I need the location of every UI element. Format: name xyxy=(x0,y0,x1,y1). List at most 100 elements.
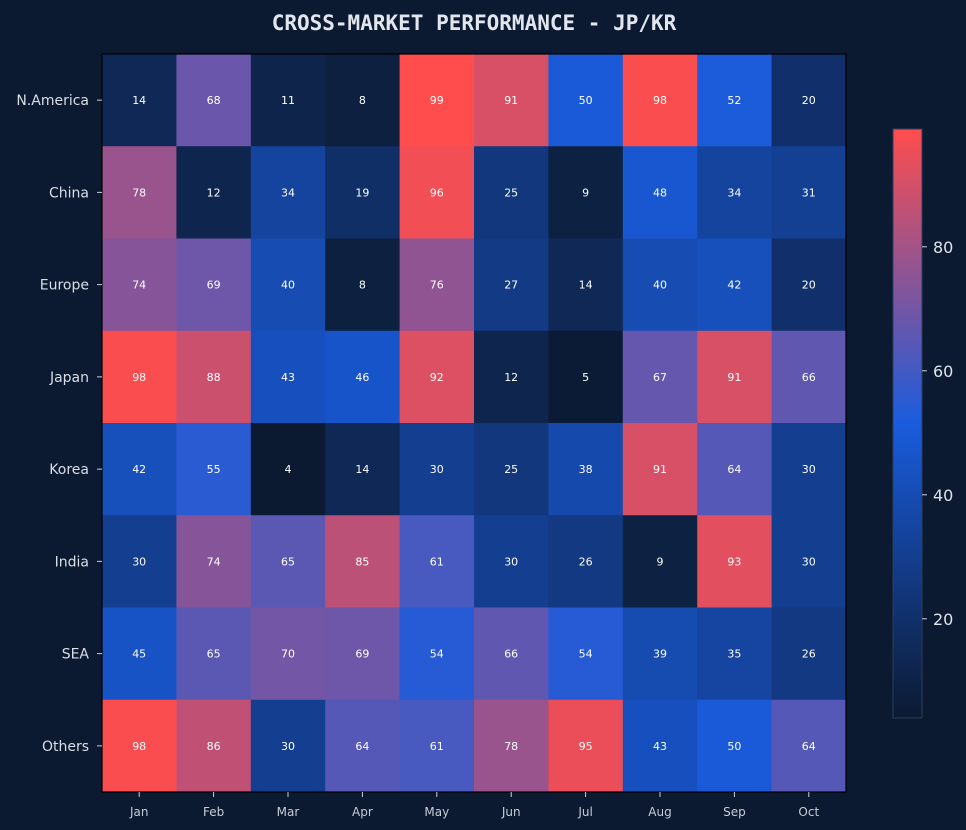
cell-value-label: 66 xyxy=(802,371,816,384)
x-tick-label: Sep xyxy=(723,805,746,819)
cell-value-label: 76 xyxy=(430,279,444,292)
cell-value-label: 52 xyxy=(727,94,741,107)
cell-value-label: 30 xyxy=(430,463,444,476)
heatmap-cell xyxy=(325,238,401,332)
cell-value-label: 86 xyxy=(207,740,221,753)
colorbar-tick-label: 80 xyxy=(933,238,953,257)
y-tick-label: India xyxy=(55,554,89,570)
cell-value-label: 26 xyxy=(802,648,816,661)
cell-value-label: 34 xyxy=(281,186,295,199)
heatmap-cell xyxy=(697,699,773,793)
heatmap-cell xyxy=(102,699,177,793)
cell-value-label: 64 xyxy=(727,463,741,476)
cell-value-label: 88 xyxy=(207,371,221,384)
cell-value-label: 30 xyxy=(504,555,518,568)
heatmap-cell xyxy=(622,238,698,332)
heatmap-cell xyxy=(771,607,847,701)
cell-value-label: 61 xyxy=(430,740,444,753)
heatmap-cells xyxy=(102,54,847,793)
cell-value-label: 74 xyxy=(207,555,221,568)
heatmap-cell xyxy=(325,515,401,608)
heatmap-cell xyxy=(548,423,624,516)
heatmap-cell xyxy=(176,699,252,793)
heatmap-cell xyxy=(548,238,624,332)
heatmap-cell xyxy=(622,699,698,793)
heatmap-cell xyxy=(622,515,698,608)
y-tick-label: Japan xyxy=(49,370,89,386)
heatmap-cell xyxy=(102,330,177,424)
heatmap-cell xyxy=(474,699,549,793)
cell-value-label: 65 xyxy=(207,648,221,661)
heatmap-cell xyxy=(399,423,475,516)
heatmap-cell xyxy=(399,330,475,424)
heatmap-cell xyxy=(771,238,847,332)
heatmap-cell xyxy=(250,54,326,147)
y-tick-label: China xyxy=(49,185,89,201)
cell-value-label: 69 xyxy=(207,279,221,292)
y-tick-label: Europe xyxy=(40,278,89,294)
cell-value-label: 19 xyxy=(355,186,369,199)
x-tick-label: Oct xyxy=(798,805,819,819)
heatmap-cell xyxy=(548,330,624,424)
heatmap-cell xyxy=(325,607,401,701)
cell-value-label: 20 xyxy=(802,279,816,292)
cell-value-label: 54 xyxy=(430,648,444,661)
heatmap-cell xyxy=(548,699,624,793)
cell-value-label: 65 xyxy=(281,555,295,568)
heatmap-cell xyxy=(102,146,177,239)
heatmap-cell xyxy=(622,330,698,424)
heatmap-cell xyxy=(697,423,773,516)
heatmap-cell xyxy=(771,54,847,147)
heatmap-cell xyxy=(250,607,326,701)
cell-value-label: 70 xyxy=(281,648,295,661)
cell-value-label: 98 xyxy=(132,371,146,384)
chart-title: CROSS-MARKET PERFORMANCE - JP/KR xyxy=(272,11,677,35)
heatmap-cell xyxy=(102,423,177,516)
cell-value-label: 30 xyxy=(802,463,816,476)
heatmap-cell xyxy=(399,515,475,608)
heatmap-cell xyxy=(474,515,549,608)
colorbar-ticks: 20 40 60 80 xyxy=(922,238,953,629)
heatmap-cell xyxy=(697,54,773,147)
heatmap-cell xyxy=(622,607,698,701)
cell-value-label: 9 xyxy=(582,186,589,199)
y-tick-label: Others xyxy=(42,739,89,755)
heatmap-cell xyxy=(548,146,624,239)
heatmap-cell xyxy=(697,515,773,608)
heatmap-cell xyxy=(622,146,698,239)
heatmap-cell xyxy=(250,330,326,424)
cell-value-label: 5 xyxy=(582,371,589,384)
cell-value-label: 64 xyxy=(355,740,369,753)
heatmap-cell xyxy=(622,423,698,516)
heatmap-cell xyxy=(474,146,549,239)
cell-value-label: 20 xyxy=(802,94,816,107)
cell-value-label: 93 xyxy=(727,555,741,568)
cell-value-label: 26 xyxy=(579,555,593,568)
x-tick-label: Mar xyxy=(277,805,300,819)
cell-value-label: 39 xyxy=(653,648,667,661)
heatmap-cell xyxy=(176,607,252,701)
cell-value-label: 55 xyxy=(207,463,221,476)
x-tick-label: Aug xyxy=(648,805,671,819)
cell-value-label: 43 xyxy=(281,371,295,384)
cell-value-label: 91 xyxy=(504,94,518,107)
cell-value-label: 64 xyxy=(802,740,816,753)
cell-value-label: 27 xyxy=(504,279,518,292)
heatmap-cell xyxy=(176,146,252,239)
heatmap-cell xyxy=(325,54,401,147)
cell-value-label: 69 xyxy=(355,648,369,661)
heatmap-cell xyxy=(697,238,773,332)
x-tick-label: Feb xyxy=(203,805,224,819)
cell-value-label: 14 xyxy=(579,279,593,292)
cell-value-label: 8 xyxy=(359,94,366,107)
x-axis: Jan Feb Mar Apr May Jun Jul Aug Sep Oct xyxy=(129,792,819,819)
heatmap-cell xyxy=(474,238,549,332)
cell-value-label: 78 xyxy=(132,186,146,199)
cell-value-label: 98 xyxy=(653,94,667,107)
colorbar-tick-label: 20 xyxy=(933,610,953,629)
heatmap-cell xyxy=(176,330,252,424)
cell-value-label: 92 xyxy=(430,371,444,384)
heatmap-cell xyxy=(102,515,177,608)
